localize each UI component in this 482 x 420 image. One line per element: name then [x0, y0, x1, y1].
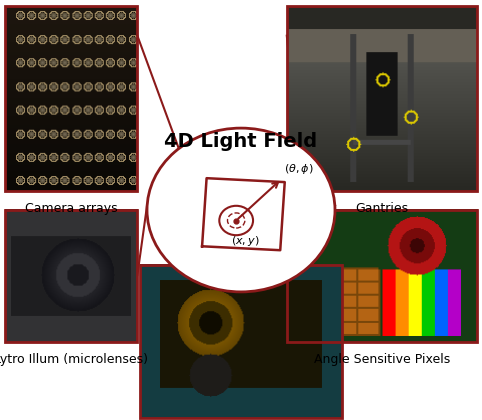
- Text: Angle Sensitive Pixels: Angle Sensitive Pixels: [314, 353, 450, 366]
- Bar: [5, 210, 137, 342]
- Bar: [287, 6, 477, 191]
- Circle shape: [147, 128, 335, 292]
- Text: Gantries: Gantries: [356, 202, 409, 215]
- Text: 4D Light Field: 4D Light Field: [164, 132, 318, 151]
- Text: Camera arrays: Camera arrays: [25, 202, 118, 215]
- Bar: [5, 6, 137, 191]
- Bar: [287, 210, 477, 342]
- Text: $(\theta, \phi)$: $(\theta, \phi)$: [284, 163, 314, 176]
- Text: Lytro Illum (microlenses): Lytro Illum (microlenses): [0, 353, 148, 366]
- Text: $(x, y)$: $(x, y)$: [231, 234, 260, 248]
- Bar: [140, 265, 342, 418]
